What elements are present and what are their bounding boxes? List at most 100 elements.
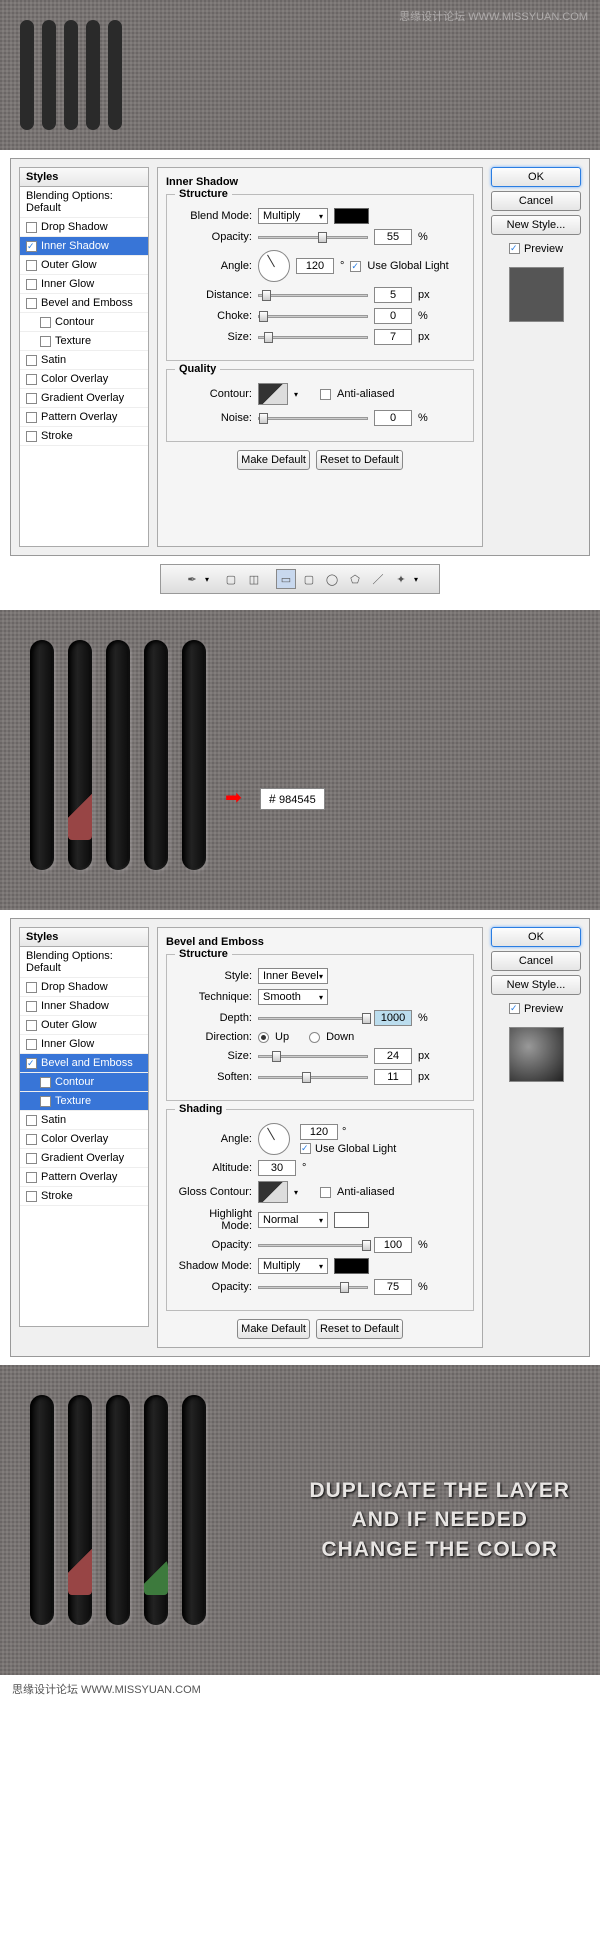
technique-select[interactable]: Smooth	[258, 989, 328, 1005]
shape-layers-icon[interactable]: ▢	[221, 569, 241, 589]
pen-tool-icon[interactable]: ✒	[182, 569, 202, 589]
style-contour[interactable]: Contour	[20, 313, 148, 332]
opacity-input[interactable]: 55	[374, 229, 412, 245]
bevel-size-input[interactable]: 24	[374, 1048, 412, 1064]
style-outer-glow[interactable]: Outer Glow	[20, 1016, 148, 1035]
style-inner-shadow[interactable]: Inner Shadow	[20, 237, 148, 256]
preview-swatch	[509, 267, 564, 322]
gloss-contour-picker[interactable]	[258, 1181, 288, 1203]
size-slider[interactable]	[258, 336, 368, 339]
style-contour[interactable]: Contour	[20, 1073, 148, 1092]
noise-input[interactable]: 0	[374, 410, 412, 426]
shadow-opacity-slider[interactable]	[258, 1286, 368, 1289]
instruction-text: DUPLICATE THE LAYERAND IF NEEDEDCHANGE T…	[309, 1476, 570, 1564]
preview-checkbox[interactable]	[509, 243, 520, 254]
layer-style-dialog-bevel: Styles Blending Options: Default Drop Sh…	[10, 918, 590, 1357]
angle-dial[interactable]	[258, 250, 290, 282]
shadow-mode-select[interactable]: Multiply	[258, 1258, 328, 1274]
distance-input[interactable]: 5	[374, 287, 412, 303]
style-stroke[interactable]: Stroke	[20, 1187, 148, 1206]
bevel-size-slider[interactable]	[258, 1055, 368, 1058]
style-drop-shadow[interactable]: Drop Shadow	[20, 218, 148, 237]
cancel-button[interactable]: Cancel	[491, 191, 581, 211]
altitude-input[interactable]: 30	[258, 1160, 296, 1176]
styles-header: Styles	[19, 167, 149, 187]
distance-slider[interactable]	[258, 294, 368, 297]
depth-input[interactable]: 1000	[374, 1010, 412, 1026]
soften-slider[interactable]	[258, 1076, 368, 1079]
bevel-angle-input[interactable]: 120	[300, 1124, 338, 1140]
reset-default-button[interactable]: Reset to Default	[316, 450, 403, 470]
bars-preview-2	[0, 610, 600, 900]
new-style-button[interactable]: New Style...	[491, 215, 581, 235]
rounded-rect-tool-icon[interactable]: ▢	[299, 569, 319, 589]
make-default-button-2[interactable]: Make Default	[237, 1319, 310, 1339]
angle-input[interactable]: 120	[296, 258, 334, 274]
make-default-button[interactable]: Make Default	[237, 450, 310, 470]
style-inner-glow[interactable]: Inner Glow	[20, 1035, 148, 1054]
opacity-slider[interactable]	[258, 236, 368, 239]
style-stroke[interactable]: Stroke	[20, 427, 148, 446]
preview-swatch-2	[509, 1027, 564, 1082]
soften-input[interactable]: 11	[374, 1069, 412, 1085]
style-pattern-overlay[interactable]: Pattern Overlay	[20, 1168, 148, 1187]
panel-title: Inner Shadow	[166, 176, 474, 188]
style-gradient-overlay[interactable]: Gradient Overlay	[20, 389, 148, 408]
style-bevel[interactable]: Bevel and Emboss	[20, 294, 148, 313]
contour-picker[interactable]	[258, 383, 288, 405]
style-texture[interactable]: Texture	[20, 1092, 148, 1111]
style-gradient-overlay[interactable]: Gradient Overlay	[20, 1149, 148, 1168]
watermark: 思缘设计论坛 WWW.MISSYUAN.COM	[399, 8, 588, 24]
style-satin[interactable]: Satin	[20, 1111, 148, 1130]
blend-mode-select[interactable]: Multiply	[258, 208, 328, 224]
style-bevel[interactable]: Bevel and Emboss	[20, 1054, 148, 1073]
choke-slider[interactable]	[258, 315, 368, 318]
style-satin[interactable]: Satin	[20, 351, 148, 370]
shape-toolbar: ✒▾ ▢ ◫ ▭ ▢ ◯ ⬠ ／ ✦▾	[160, 564, 440, 594]
direction-up-radio[interactable]	[258, 1032, 269, 1043]
new-style-button-2[interactable]: New Style...	[491, 975, 581, 995]
style-inner-shadow[interactable]: Inner Shadow	[20, 997, 148, 1016]
polygon-tool-icon[interactable]: ⬠	[345, 569, 365, 589]
global-light-checkbox[interactable]	[350, 261, 361, 272]
bevel-style-select[interactable]: Inner Bevel	[258, 968, 328, 984]
preview-checkbox-2[interactable]	[509, 1003, 520, 1014]
style-blending[interactable]: Blending Options: Default	[20, 187, 148, 218]
bevel-global-checkbox[interactable]	[300, 1143, 311, 1154]
noise-slider[interactable]	[258, 417, 368, 420]
shadow-opacity-input[interactable]: 75	[374, 1279, 412, 1295]
shadow-color-swatch[interactable]	[334, 208, 369, 224]
depth-slider[interactable]	[258, 1017, 368, 1020]
style-outer-glow[interactable]: Outer Glow	[20, 256, 148, 275]
style-blending[interactable]: Blending Options: Default	[20, 947, 148, 978]
ok-button[interactable]: OK	[491, 167, 581, 187]
ellipse-tool-icon[interactable]: ◯	[322, 569, 342, 589]
style-color-overlay[interactable]: Color Overlay	[20, 370, 148, 389]
paths-icon[interactable]: ◫	[244, 569, 264, 589]
custom-shape-tool-icon[interactable]: ✦	[391, 569, 411, 589]
shadow-color-swatch-2[interactable]	[334, 1258, 369, 1274]
gloss-anti-checkbox[interactable]	[320, 1187, 331, 1198]
antialiased-checkbox[interactable]	[320, 389, 331, 400]
highlight-opacity-input[interactable]: 100	[374, 1237, 412, 1253]
style-drop-shadow[interactable]: Drop Shadow	[20, 978, 148, 997]
styles-list: Blending Options: Default Drop Shadow In…	[19, 187, 149, 547]
layer-style-dialog-inner-shadow: Styles Blending Options: Default Drop Sh…	[10, 158, 590, 556]
bevel-angle-dial[interactable]	[258, 1123, 290, 1155]
highlight-mode-select[interactable]: Normal	[258, 1212, 328, 1228]
line-tool-icon[interactable]: ／	[368, 569, 388, 589]
direction-down-radio[interactable]	[309, 1032, 320, 1043]
style-inner-glow[interactable]: Inner Glow	[20, 275, 148, 294]
choke-input[interactable]: 0	[374, 308, 412, 324]
style-texture[interactable]: Texture	[20, 332, 148, 351]
style-pattern-overlay[interactable]: Pattern Overlay	[20, 408, 148, 427]
style-color-overlay[interactable]: Color Overlay	[20, 1130, 148, 1149]
size-input[interactable]: 7	[374, 329, 412, 345]
reset-default-button-2[interactable]: Reset to Default	[316, 1319, 403, 1339]
highlight-opacity-slider[interactable]	[258, 1244, 368, 1247]
rectangle-tool-icon[interactable]: ▭	[276, 569, 296, 589]
cancel-button-2[interactable]: Cancel	[491, 951, 581, 971]
highlight-color-swatch[interactable]	[334, 1212, 369, 1228]
ok-button-2[interactable]: OK	[491, 927, 581, 947]
footer-watermark: 思缘设计论坛 WWW.MISSYUAN.COM	[0, 1675, 600, 1703]
